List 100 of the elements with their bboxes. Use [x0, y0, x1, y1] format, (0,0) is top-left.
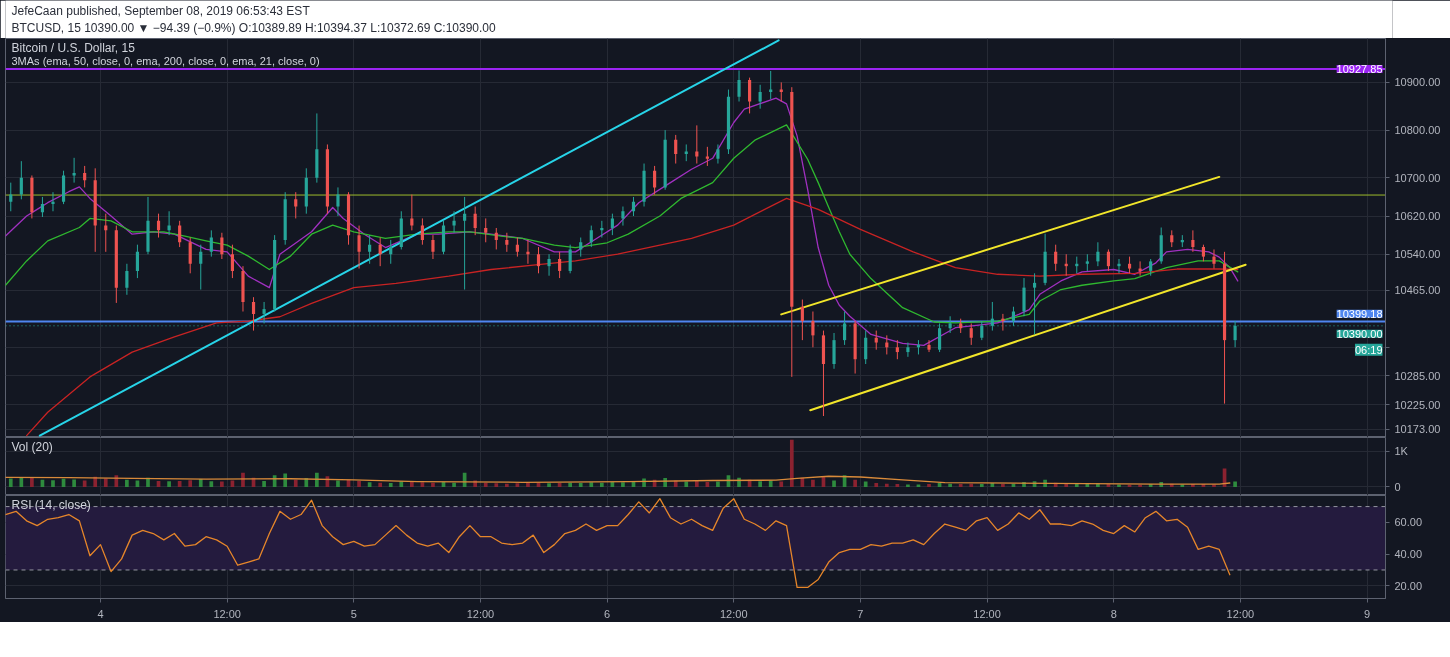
- bar: [315, 472, 319, 487]
- candlestick: [505, 232, 509, 253]
- candlestick: [1191, 229, 1195, 253]
- bar: [1138, 484, 1142, 487]
- candlestick: [357, 225, 361, 270]
- candlestick: [378, 237, 382, 267]
- bar: [262, 480, 266, 487]
- bar: [948, 483, 952, 487]
- bar: [336, 480, 340, 487]
- bar: [293, 479, 298, 487]
- bar: [1106, 484, 1111, 487]
- candlestick: [230, 244, 234, 279]
- bar: [589, 482, 594, 487]
- bar: [853, 479, 857, 487]
- bar: [220, 481, 224, 487]
- bar: [30, 476, 34, 487]
- bar: [431, 482, 435, 487]
- candlestick: [526, 239, 530, 265]
- bar: [8, 478, 13, 487]
- line-series: [25, 197, 1239, 437]
- bar: [1074, 484, 1079, 487]
- bar: [283, 473, 288, 487]
- y-tick-label: 10285.00: [1394, 369, 1441, 382]
- x-tick-label: 5: [350, 607, 357, 620]
- bar: [906, 484, 910, 487]
- candlestick: [199, 244, 203, 291]
- candlestick: [610, 213, 614, 236]
- bar: [82, 480, 87, 487]
- candlestick: [705, 146, 709, 167]
- candlestick: [473, 206, 477, 236]
- line-series: [5, 498, 1231, 589]
- y-tick-label: 10465.00: [1394, 284, 1441, 297]
- bar: [146, 477, 150, 487]
- candlestick: [209, 229, 213, 258]
- bar: [494, 483, 499, 487]
- line-series: [5, 124, 1239, 324]
- bar: [167, 481, 171, 487]
- candlestick: [294, 191, 298, 219]
- candlestick: [220, 232, 224, 260]
- candlestick: [811, 311, 815, 348]
- bar: [125, 479, 129, 487]
- candlestick: [494, 227, 498, 250]
- ref-line-label: 10399.18: [1336, 307, 1383, 320]
- candlestick: [547, 253, 551, 277]
- candlestick: [674, 134, 678, 165]
- candlestick: [1096, 241, 1100, 267]
- bar: [958, 484, 963, 487]
- bar: [72, 479, 76, 487]
- bar: [209, 481, 214, 487]
- bar: [927, 484, 931, 487]
- candlestick: [484, 217, 488, 243]
- candlestick: [51, 191, 55, 212]
- bar: [188, 480, 193, 487]
- y-tick-label: 10900.00: [1394, 76, 1441, 89]
- x-tick-label: 6: [604, 607, 611, 620]
- candlestick: [737, 69, 741, 102]
- candlestick: [1233, 320, 1237, 348]
- bar: [779, 481, 784, 487]
- x-tick-label: 9: [1363, 607, 1371, 620]
- x-tick-label: 12:00: [1226, 607, 1255, 620]
- bar: [378, 482, 383, 487]
- x-tick-label: 12:00: [213, 607, 241, 620]
- candlestick: [800, 299, 804, 341]
- bar: [357, 480, 361, 487]
- bar: [874, 483, 879, 487]
- bar: [1233, 481, 1237, 487]
- x-tick-label: 12:00: [466, 607, 495, 620]
- candlestick: [1054, 244, 1058, 272]
- candlestick: [621, 206, 625, 227]
- candlestick: [410, 194, 414, 231]
- candlestick: [536, 246, 541, 274]
- bar: [684, 481, 689, 487]
- candlestick: [188, 237, 192, 274]
- candlestick: [874, 330, 878, 351]
- candlestick: [758, 84, 762, 110]
- bar: [969, 483, 974, 487]
- y-tick-label: 60.00: [1394, 516, 1423, 529]
- y-tick-label: 1K: [1394, 445, 1409, 458]
- x-tick-label: 12:00: [720, 607, 748, 620]
- x-tick-label: 8: [1110, 607, 1117, 620]
- candlestick: [716, 143, 720, 165]
- y-tick-label: 10700.00: [1394, 171, 1441, 184]
- candlestick: [262, 301, 266, 324]
- candlestick: [948, 315, 952, 334]
- bar: [716, 481, 720, 487]
- chart-title: RSI (14, close): [11, 497, 91, 512]
- bar: [568, 482, 573, 487]
- candlestick: [19, 160, 23, 200]
- candlestick: [452, 210, 456, 234]
- bar: [737, 477, 741, 487]
- candlestick: [125, 263, 129, 296]
- candlestick: [463, 196, 467, 291]
- candlestick: [515, 237, 519, 258]
- candlestick: [1106, 248, 1111, 272]
- text: 3MAs (ema, 50, close, 0, ema, 200, close, 0, ema, 21, close, 0): [11, 54, 320, 67]
- candlestick: [579, 237, 583, 258]
- bar: [504, 483, 509, 487]
- y-tick-label: 0: [1394, 480, 1401, 493]
- bar: [1117, 484, 1121, 487]
- x-tick-label: 4: [97, 607, 104, 620]
